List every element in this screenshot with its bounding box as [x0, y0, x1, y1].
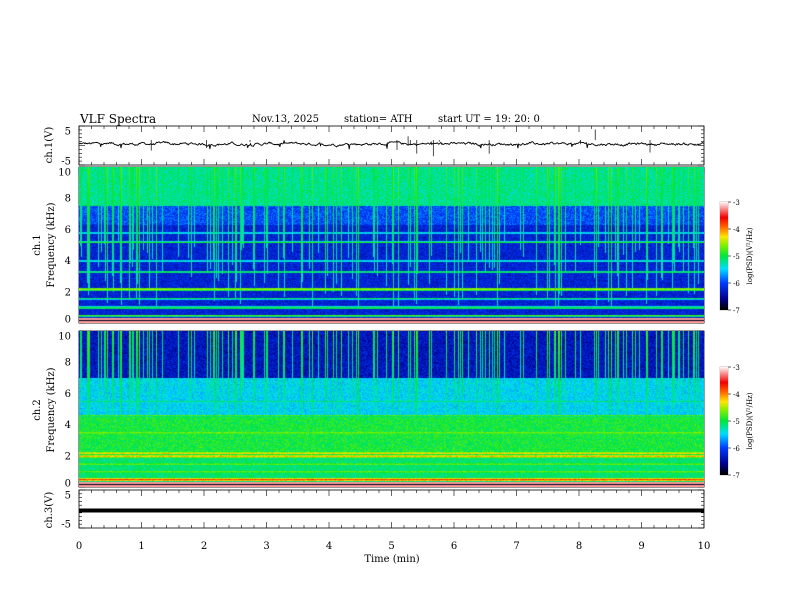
- colorbar-tick-label: -5: [733, 253, 740, 261]
- y-tick-label: 8: [65, 194, 71, 205]
- y-tick-label: 6: [65, 389, 71, 400]
- ch2-spectrogram-label: ch.2: [32, 399, 43, 421]
- colorbar-tick-label: -6: [733, 280, 740, 288]
- x-tick-label: 7: [513, 541, 519, 552]
- x-tick-label: 8: [576, 541, 582, 552]
- ch1-colorbar: [720, 202, 728, 310]
- figure-title: VLF Spectra: [80, 112, 157, 126]
- colorbar-tick-label: -5: [733, 418, 740, 426]
- y-tick-label: 4: [65, 420, 71, 431]
- x-tick-label: 5: [388, 541, 394, 552]
- y-tick-label: 4: [65, 256, 71, 267]
- x-tick-label: 2: [201, 541, 207, 552]
- date-label: Nov.13, 2025: [252, 114, 319, 125]
- y-tick-label: 2: [65, 451, 71, 462]
- x-tick-label: 10: [698, 541, 711, 552]
- colorbar-label: log(PSD)(V²/Hz): [746, 227, 754, 284]
- x-axis-label: Time (min): [364, 554, 419, 565]
- station-label: station= ATH: [344, 114, 413, 125]
- x-tick-label: 4: [326, 541, 332, 552]
- y-tick-label: -5: [61, 520, 71, 531]
- y-tick-label: 0: [65, 315, 71, 326]
- y-tick-label: 2: [65, 287, 71, 298]
- y-tick-label: 6: [65, 225, 71, 236]
- ch2-spectrogram-image: [79, 331, 704, 487]
- colorbar-label: log(PSD)(V²/Hz): [746, 392, 754, 449]
- colorbar-tick-label: -4: [733, 391, 740, 399]
- y-tick-label: 10: [58, 332, 71, 343]
- colorbar-tick-label: -4: [733, 226, 740, 234]
- ch1-axis-label: ch.1(V): [44, 127, 55, 164]
- colorbar-tick-label: -7: [733, 307, 740, 315]
- y-tick-label: -5: [61, 157, 71, 168]
- ch1-spectrogram-image: [79, 167, 704, 323]
- ch3-waveform-line: [79, 508, 704, 513]
- colorbar-tick-label: -7: [733, 472, 740, 480]
- y-tick-label: 5: [65, 491, 71, 502]
- x-tick-label: 3: [263, 541, 269, 552]
- x-tick-label: 0: [76, 541, 82, 552]
- y-tick-label: 10: [58, 168, 71, 179]
- ch2-colorbar: [720, 367, 728, 475]
- x-tick-label: 1: [138, 541, 144, 552]
- y-tick-label: 5: [65, 127, 71, 138]
- ch1-waveform-line: [78, 140, 704, 150]
- ch3-axis-label: ch.3(V): [44, 492, 55, 529]
- colorbar-tick-label: -3: [733, 364, 740, 372]
- frequency-axis-label: Frequency (kHz): [46, 367, 57, 452]
- y-tick-label: 8: [65, 358, 71, 369]
- y-tick-label: 0: [65, 479, 71, 490]
- ch1-spectrogram-label: ch.1: [32, 234, 43, 256]
- x-tick-label: 9: [638, 541, 644, 552]
- x-tick-label: 6: [451, 541, 457, 552]
- colorbar-tick-label: -6: [733, 445, 740, 453]
- start-time-label: start UT = 19: 20: 0: [438, 114, 540, 125]
- frequency-axis-label: Frequency (kHz): [46, 202, 57, 287]
- colorbar-tick-label: -3: [733, 199, 740, 207]
